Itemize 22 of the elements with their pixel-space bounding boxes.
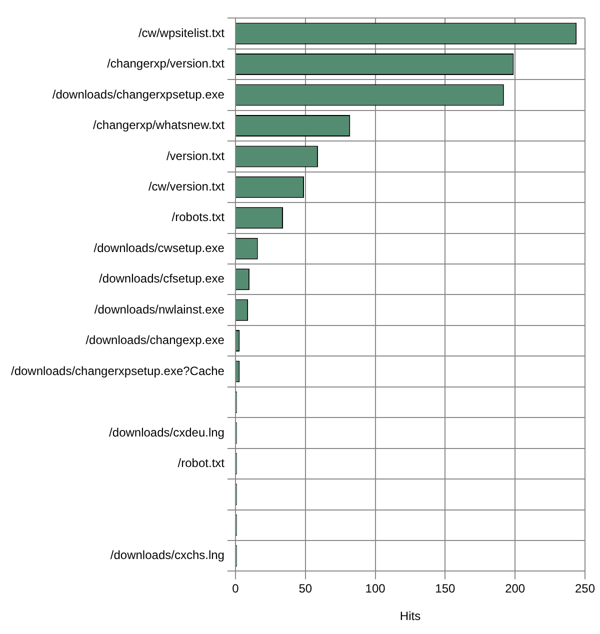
x-axis-title: Hits — [400, 609, 421, 624]
y-tick-label: /downloads/nwlainst.exe — [94, 302, 225, 316]
y-tick-label: /robots.txt — [172, 210, 226, 224]
x-tick-label: 100 — [365, 582, 386, 596]
y-tick-label: /downloads/cfsetup.exe — [99, 272, 225, 286]
y-tick-label: /downloads/changerxpsetup.exe?Cache — [10, 364, 225, 378]
y-tick-label: /downloads/cxdeu.lng — [109, 425, 224, 440]
y-tick-label: /cw/wpsitelist.txt — [138, 26, 226, 40]
x-tick-label: 250 — [574, 582, 596, 596]
y-tick-label: /version.txt — [166, 148, 226, 163]
y-tick-label: /changerxp/version.txt — [107, 56, 226, 71]
y-tick-label: /robot.txt — [178, 456, 226, 470]
y-tick-label: /changerxp/whatsnew.txt — [93, 118, 226, 132]
y-tick-label: /downloads/changerxpsetup.exe — [52, 87, 225, 102]
y-tick-label: /cw/version.txt — [148, 179, 226, 194]
x-tick-label: 0 — [232, 582, 240, 596]
x-tick-label: 50 — [298, 582, 312, 596]
y-tick-label: /downloads/cxchs.lng — [110, 548, 224, 562]
x-tick-label: 200 — [505, 582, 526, 596]
y-tick-label: /downloads/cwsetup.exe — [94, 240, 225, 255]
x-tick-label: 150 — [435, 582, 456, 596]
y-tick-label: /downloads/changexp.exe — [86, 333, 225, 348]
